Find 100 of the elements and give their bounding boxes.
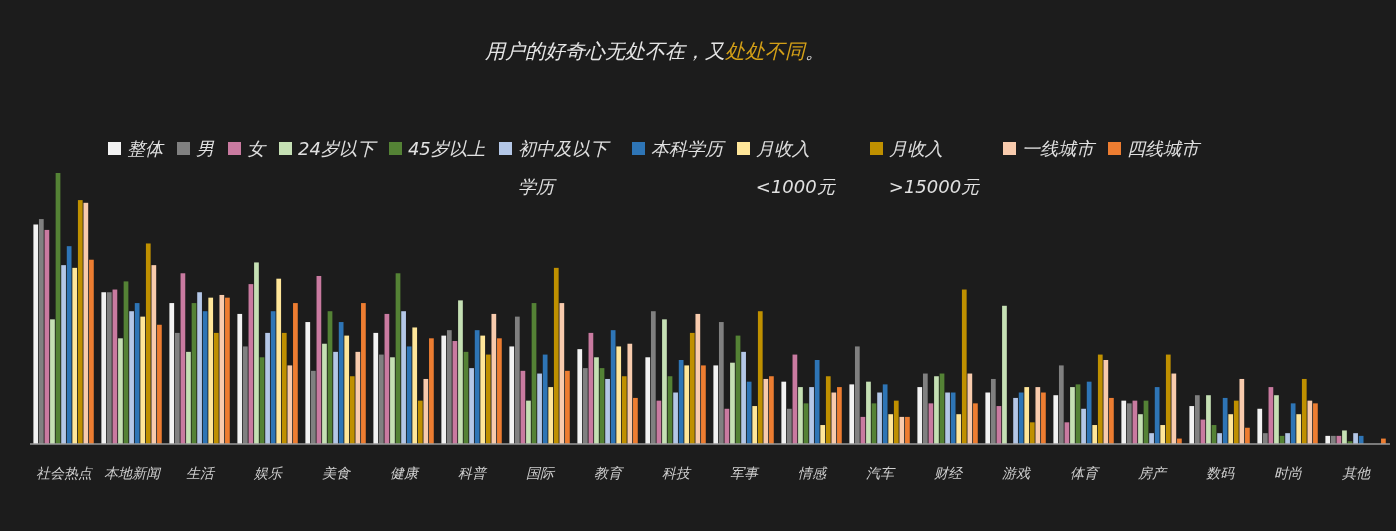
bar — [1239, 378, 1245, 444]
bar — [1024, 387, 1030, 444]
x-tick-label: 房产 — [1138, 465, 1168, 481]
bar — [344, 335, 350, 444]
bar — [174, 332, 180, 444]
bar — [305, 322, 311, 444]
bar — [610, 330, 616, 444]
bar — [684, 365, 690, 444]
bar — [208, 297, 214, 444]
bar — [1070, 387, 1075, 444]
x-tick-label: 科技 — [662, 465, 692, 481]
bar — [1228, 414, 1234, 444]
bar — [905, 416, 910, 444]
x-tick-label: 情感 — [798, 465, 828, 481]
bar — [627, 343, 633, 444]
bar — [922, 373, 928, 444]
bar — [1058, 365, 1064, 444]
bar — [866, 381, 871, 444]
bar — [412, 327, 418, 444]
bar — [1245, 427, 1250, 444]
bar — [757, 311, 763, 444]
bar — [1109, 397, 1114, 444]
bar — [718, 322, 724, 444]
bar — [967, 373, 973, 444]
bar — [882, 384, 888, 444]
bar — [1097, 354, 1103, 444]
bar — [814, 359, 820, 444]
bar — [559, 303, 565, 444]
bar — [763, 378, 769, 444]
bar — [1160, 425, 1166, 444]
bar — [202, 311, 208, 444]
bar — [390, 357, 395, 444]
bar — [491, 313, 497, 444]
bar — [621, 376, 627, 444]
bar — [106, 292, 112, 444]
bar — [441, 335, 447, 444]
bar — [854, 346, 860, 444]
bar — [1053, 395, 1059, 444]
bar — [1092, 425, 1098, 444]
bar — [1086, 381, 1092, 444]
bar — [197, 292, 202, 444]
bar — [270, 311, 276, 444]
x-tick-label: 游戏 — [1002, 465, 1032, 481]
bar — [877, 392, 882, 444]
bar — [338, 322, 344, 444]
bar — [695, 313, 701, 444]
bar — [38, 219, 44, 444]
bar — [429, 338, 434, 444]
x-tick-label: 数码 — [1206, 465, 1235, 481]
bar — [77, 200, 83, 444]
bar — [809, 387, 814, 444]
bar — [83, 202, 89, 444]
legend-label: 初中及以下学历 — [517, 137, 612, 199]
bar — [1301, 378, 1307, 444]
bar — [577, 349, 583, 444]
bar — [605, 378, 610, 444]
bar — [118, 338, 123, 444]
bar — [678, 359, 684, 444]
bar — [134, 303, 140, 444]
bar — [689, 332, 695, 444]
bar — [361, 303, 366, 444]
bar — [293, 303, 298, 444]
bar — [1296, 414, 1302, 444]
bar — [333, 351, 338, 444]
bar — [752, 406, 758, 444]
bar — [633, 397, 638, 444]
bar — [1222, 397, 1228, 444]
x-tick-label: 健康 — [390, 465, 420, 481]
bar — [1154, 387, 1160, 444]
bar — [276, 278, 282, 444]
bar — [33, 224, 39, 444]
x-tick-label: 体育 — [1070, 465, 1101, 481]
bar — [50, 319, 55, 444]
bar — [497, 338, 502, 444]
bar — [1165, 354, 1171, 444]
bar — [961, 289, 967, 444]
bar — [485, 354, 491, 444]
bar — [1035, 387, 1041, 444]
bar — [1233, 400, 1239, 444]
bar — [1262, 433, 1268, 444]
bar — [417, 400, 423, 444]
bar — [1149, 433, 1154, 444]
bar — [798, 387, 803, 444]
bar — [101, 292, 107, 444]
bar — [186, 351, 191, 444]
bar — [157, 324, 162, 444]
bar — [1126, 403, 1132, 444]
bar — [1342, 430, 1347, 444]
bar — [1103, 359, 1109, 444]
bar — [509, 346, 515, 444]
x-tick-label: 时尚 — [1274, 465, 1302, 481]
bar — [1325, 435, 1331, 444]
bar — [373, 332, 379, 444]
legend-label: 男 — [196, 137, 214, 161]
bar — [140, 316, 146, 444]
bar — [1274, 395, 1279, 444]
bar — [746, 381, 752, 444]
legend-label: 月收入<1000元 — [755, 137, 837, 199]
bar — [406, 346, 412, 444]
bar — [145, 243, 151, 444]
